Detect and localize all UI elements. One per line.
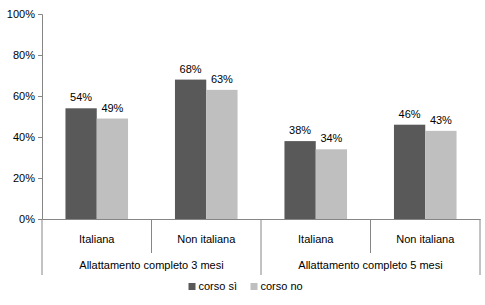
x-tick: Italiana — [79, 219, 115, 245]
data-label: 43% — [430, 114, 452, 126]
bar — [394, 125, 425, 219]
data-label: 68% — [180, 63, 202, 75]
y-tick-mark — [38, 137, 42, 138]
bar — [425, 131, 456, 219]
chart: 0% 20% 40% 60% 80% 100% 54% 68% 38% 46% 49% 63% 34% 4… — [0, 0, 485, 305]
data-label: 34% — [320, 132, 342, 144]
y-tick-label: 60% — [13, 90, 35, 102]
y-tick-mark — [38, 219, 42, 220]
y-tick-label: 100% — [7, 8, 35, 20]
group-label: Allattamento completo 5 mesi — [298, 259, 442, 271]
y-tick: 0% — [19, 213, 42, 225]
legend-swatch — [189, 283, 196, 290]
bars — [65, 80, 456, 219]
y-tick-label: 0% — [19, 213, 35, 225]
bar — [316, 149, 347, 219]
y-tick: 40% — [13, 131, 42, 143]
group-label: Allattamento completo 3 mesi — [79, 259, 223, 271]
category-separator — [261, 219, 262, 275]
data-label: 49% — [101, 102, 123, 114]
y-tick: 100% — [7, 8, 42, 20]
y-axis-line — [38, 15, 43, 220]
x-tick-label: Italiana — [298, 233, 334, 245]
y-tick: 20% — [13, 172, 42, 184]
y-tick-label: 40% — [13, 131, 35, 143]
y-tick-mark — [38, 55, 42, 56]
legend-label: corso sì — [199, 280, 238, 292]
group-labels: Allattamento completo 3 mesi Allattamento… — [79, 259, 442, 271]
y-tick: 60% — [13, 90, 42, 102]
data-labels: 54% 68% 38% 46% 49% 63% 34% 43% — [70, 63, 452, 145]
x-tick-label: Non italiana — [177, 233, 236, 245]
x-tick: Italiana — [298, 219, 334, 245]
bar — [175, 80, 206, 219]
bar — [97, 119, 128, 219]
category-separator — [370, 219, 371, 253]
x-tick-label: Italiana — [79, 233, 115, 245]
plot: 0% 20% 40% 60% 80% 100% 54% 68% 38% 46% 49% 63% 34% 4… — [7, 8, 481, 275]
bar — [284, 141, 315, 219]
legend-swatch — [251, 283, 258, 290]
category-separator — [42, 219, 43, 275]
y-tick-label: 80% — [13, 49, 35, 61]
bar — [65, 108, 96, 219]
y-tick-label: 20% — [13, 172, 35, 184]
y-tick: 80% — [13, 49, 42, 61]
x-tick-label: Non italiana — [396, 233, 455, 245]
data-label: 46% — [399, 108, 421, 120]
x-tick: Non italiana — [396, 219, 455, 245]
series-bars — [65, 80, 425, 219]
legend-label: corso no — [261, 280, 303, 292]
series-bars — [97, 90, 457, 219]
bar — [206, 90, 237, 219]
y-tick-mark — [38, 96, 42, 97]
x-tick: Non italiana — [177, 219, 236, 245]
y-tick-mark — [38, 178, 42, 179]
data-label: 63% — [211, 73, 233, 85]
category-separators — [42, 219, 480, 275]
category-separator — [480, 219, 481, 275]
y-tick-mark — [38, 14, 42, 15]
data-label: 38% — [289, 124, 311, 136]
legend: corso sì corso no — [189, 280, 303, 292]
data-label: 54% — [70, 91, 92, 103]
category-separator — [151, 219, 152, 253]
y-axis: 0% 20% 40% 60% 80% 100% — [7, 8, 43, 225]
